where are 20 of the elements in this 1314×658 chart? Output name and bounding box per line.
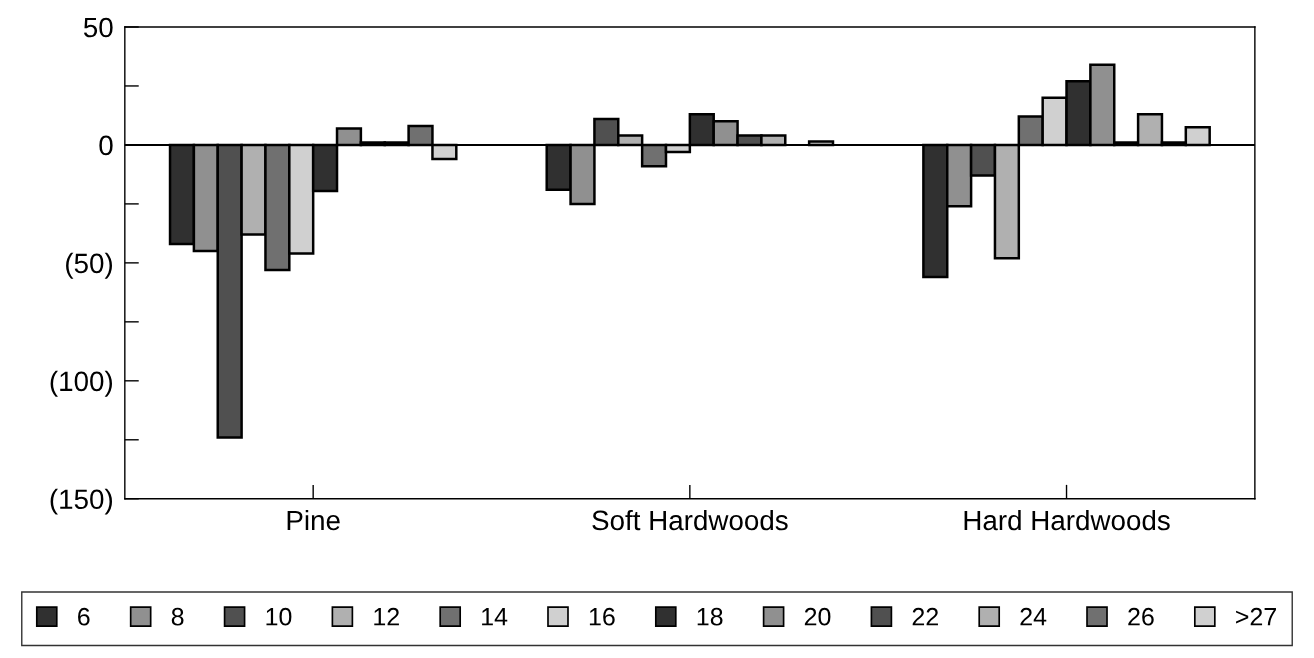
legend-label: 20 [804, 607, 831, 626]
legend-label: 16 [589, 607, 615, 626]
legend-label: 26 [1128, 607, 1154, 626]
y-tick-label: 50 [83, 17, 113, 38]
legend-label: 24 [1020, 607, 1047, 626]
y-tick-label: 0 [99, 135, 113, 156]
legend-label: 12 [374, 607, 399, 626]
y-tick-label: (100) [50, 370, 112, 397]
y-tick-label: (150) [50, 488, 112, 515]
x-tick-label: Pine [287, 509, 340, 531]
legend-label: 6 [78, 607, 90, 626]
x-tick-label: Hard Hardwoods [964, 509, 1170, 531]
legend-label: 18 [697, 607, 723, 626]
legend-label: 14 [482, 608, 508, 626]
legend-label: >27 [1236, 607, 1276, 626]
legend-label: 22 [912, 607, 938, 626]
x-tick-label: Soft Hardwoods [592, 509, 788, 531]
legend-label: 8 [171, 607, 184, 626]
y-tick-label: (50) [66, 252, 112, 279]
legend-label: 10 [266, 607, 292, 626]
